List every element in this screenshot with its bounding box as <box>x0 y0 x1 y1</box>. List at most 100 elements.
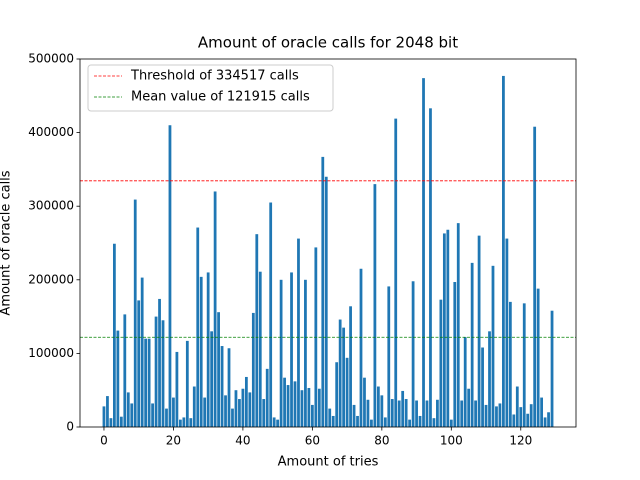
bar <box>234 390 238 427</box>
bar <box>272 417 276 427</box>
bar <box>429 108 432 427</box>
bar <box>328 408 332 427</box>
bar <box>178 419 182 427</box>
bar <box>460 400 464 427</box>
bar <box>359 268 363 427</box>
bar <box>522 303 526 427</box>
y-axis-label: Amount of oracle calls <box>0 170 14 315</box>
bar <box>172 397 175 427</box>
bar <box>224 395 227 427</box>
bar <box>154 316 158 427</box>
x-tick-label: 20 <box>166 434 181 448</box>
bar <box>383 417 387 427</box>
bar <box>276 419 280 427</box>
bar <box>290 272 293 427</box>
bar <box>147 338 151 427</box>
bar <box>335 362 339 427</box>
bar <box>363 377 366 427</box>
bar <box>376 386 380 427</box>
bar <box>133 199 137 427</box>
bar <box>137 300 141 427</box>
bar <box>436 399 439 427</box>
bar <box>182 417 186 427</box>
bar <box>161 320 165 427</box>
bar <box>199 276 203 427</box>
x-tick-label: 100 <box>440 434 463 448</box>
bar <box>175 351 179 427</box>
bar <box>356 415 359 427</box>
bar <box>536 288 540 427</box>
bar <box>189 418 193 427</box>
bar <box>349 306 352 427</box>
x-tick-label: 60 <box>305 434 320 448</box>
bar <box>543 417 547 427</box>
bar <box>526 413 530 427</box>
bar <box>123 314 127 427</box>
bar <box>220 346 224 427</box>
bar <box>283 377 286 427</box>
bar <box>345 357 349 427</box>
bar <box>203 397 207 427</box>
bar <box>481 347 484 427</box>
bar <box>192 386 196 427</box>
bar <box>144 338 148 427</box>
bar <box>185 340 189 427</box>
bar <box>168 125 172 428</box>
bar <box>519 407 523 427</box>
bar <box>352 404 356 427</box>
bar <box>304 279 307 427</box>
bar <box>529 404 533 427</box>
bar <box>463 337 467 427</box>
legend-label: Threshold of 334517 calls <box>130 69 299 84</box>
bar <box>231 408 234 427</box>
y-tick-label: 500000 <box>28 52 74 66</box>
bar <box>342 327 346 427</box>
bar <box>241 388 245 427</box>
x-axis-label: Amount of tries <box>278 455 379 470</box>
bar <box>449 419 453 427</box>
bar <box>394 118 398 427</box>
bar <box>474 400 478 427</box>
x-tick-label: 120 <box>509 434 532 448</box>
bar <box>106 396 109 427</box>
bar <box>505 238 509 427</box>
bar <box>206 272 210 427</box>
bar <box>151 403 154 427</box>
bar <box>251 312 255 427</box>
bar <box>262 399 266 427</box>
bar <box>456 223 460 427</box>
x-tick-label: 40 <box>235 434 250 448</box>
bar <box>227 348 231 427</box>
bar <box>366 399 370 427</box>
bar <box>158 298 161 427</box>
bar <box>293 381 297 427</box>
bar <box>401 390 405 427</box>
x-tick-label: 80 <box>374 434 389 448</box>
bar <box>439 299 443 427</box>
bar <box>390 399 394 427</box>
bar <box>477 235 481 427</box>
bar <box>213 191 217 427</box>
bar <box>446 229 450 427</box>
bar <box>310 404 314 427</box>
bar <box>321 156 325 427</box>
bar <box>453 282 457 427</box>
bar <box>508 301 512 427</box>
bar <box>269 202 273 427</box>
bar <box>217 312 220 427</box>
bar <box>418 415 422 427</box>
bar <box>404 399 408 427</box>
bar <box>540 397 544 427</box>
bar <box>109 418 113 427</box>
bar <box>307 387 311 427</box>
bar <box>196 227 200 427</box>
bar <box>112 243 116 427</box>
bar <box>338 319 342 427</box>
bar <box>119 416 123 427</box>
bar <box>324 176 328 427</box>
bar <box>331 415 335 427</box>
bar <box>408 419 412 427</box>
bar <box>102 406 106 427</box>
bar <box>370 419 373 427</box>
bar <box>258 271 262 427</box>
